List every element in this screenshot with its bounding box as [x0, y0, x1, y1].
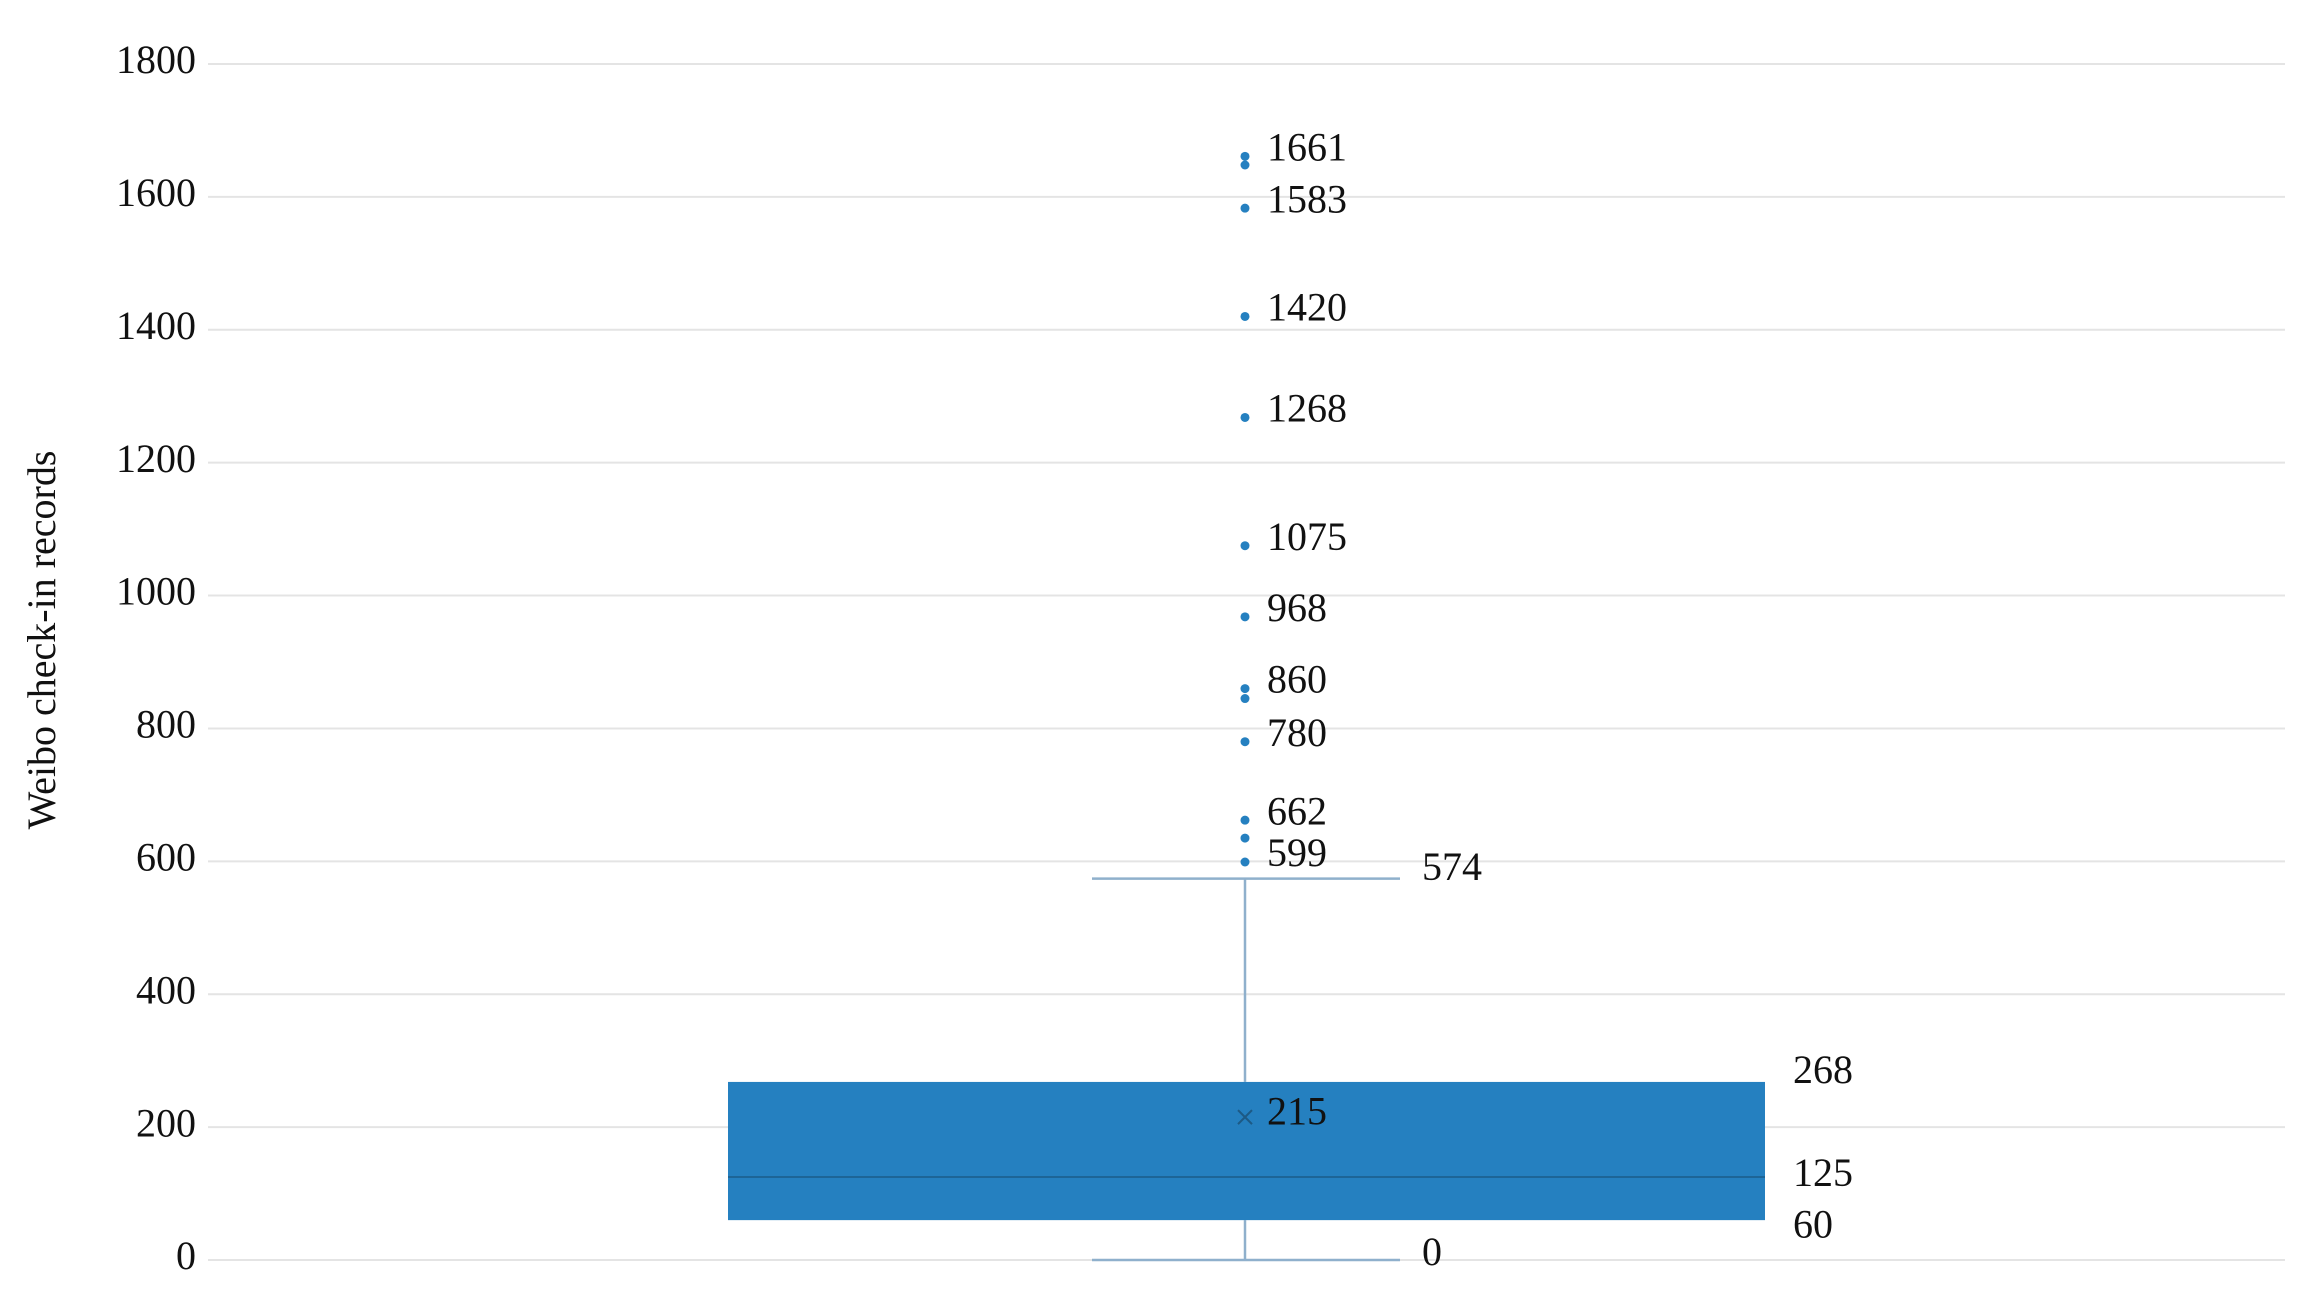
- outlier: [1240, 160, 1250, 170]
- outlier-label: 599: [1267, 830, 1327, 875]
- y-tick-label: 1600: [116, 170, 196, 215]
- outlier-label: 968: [1267, 585, 1327, 630]
- outlier-label: 1075: [1267, 514, 1347, 559]
- mean-label: 215: [1267, 1088, 1327, 1133]
- box: [728, 1081, 1765, 1221]
- y-tick-label: 0: [176, 1233, 196, 1278]
- outlier: [1240, 833, 1250, 843]
- y-tick-label: 1800: [116, 37, 196, 82]
- y-axis-label: Weibo check-in records: [19, 451, 64, 830]
- outlier: [1240, 857, 1250, 867]
- y-tick-label: 800: [136, 702, 196, 747]
- outlier: [1240, 151, 1250, 161]
- outlier-label: 1583: [1267, 176, 1347, 221]
- outlier-label: 860: [1267, 657, 1327, 702]
- y-tick-label: 1200: [116, 436, 196, 481]
- outlier: [1240, 815, 1250, 825]
- median-label: 125: [1793, 1150, 1853, 1195]
- y-tick-label: 400: [136, 967, 196, 1012]
- y-tick-label: 1400: [116, 303, 196, 348]
- y-tick-label: 1000: [116, 569, 196, 614]
- outlier-label: 1268: [1267, 386, 1347, 431]
- outlier: [1240, 684, 1250, 694]
- outlier: [1240, 612, 1250, 622]
- min-label: 0: [1422, 1229, 1442, 1274]
- max-label: 574: [1422, 844, 1482, 889]
- outlier-label: 662: [1267, 788, 1327, 833]
- outlier: [1240, 412, 1250, 422]
- outlier: [1240, 694, 1250, 704]
- y-tick-label: 600: [136, 835, 196, 880]
- q3-label: 268: [1793, 1047, 1853, 1092]
- outlier: [1240, 737, 1250, 747]
- outlier-label: 1420: [1267, 285, 1347, 330]
- outlier: [1240, 311, 1250, 321]
- outlier: [1240, 541, 1250, 551]
- outlier-label: 780: [1267, 710, 1327, 755]
- q1-label: 60: [1793, 1201, 1833, 1246]
- outlier-label: 1661: [1267, 125, 1347, 170]
- mean-marker: [1237, 1109, 1253, 1125]
- y-tick-label: 200: [136, 1100, 196, 1145]
- outlier: [1240, 203, 1250, 213]
